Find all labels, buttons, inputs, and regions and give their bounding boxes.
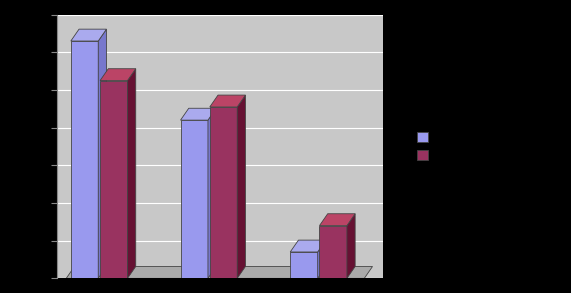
Polygon shape	[237, 95, 246, 278]
Polygon shape	[347, 214, 355, 278]
Polygon shape	[71, 29, 106, 41]
Polygon shape	[210, 95, 246, 107]
Polygon shape	[317, 240, 326, 278]
Polygon shape	[100, 69, 136, 81]
Polygon shape	[98, 29, 106, 278]
Polygon shape	[127, 69, 136, 278]
Polygon shape	[290, 240, 326, 252]
Polygon shape	[180, 120, 208, 278]
Polygon shape	[210, 107, 237, 278]
Polygon shape	[66, 267, 372, 278]
Polygon shape	[320, 226, 347, 278]
Polygon shape	[320, 214, 355, 226]
Polygon shape	[71, 41, 98, 278]
Polygon shape	[100, 81, 127, 278]
Legend: , : ,	[417, 132, 432, 161]
Polygon shape	[208, 108, 216, 278]
Polygon shape	[290, 252, 317, 278]
Polygon shape	[180, 108, 216, 120]
